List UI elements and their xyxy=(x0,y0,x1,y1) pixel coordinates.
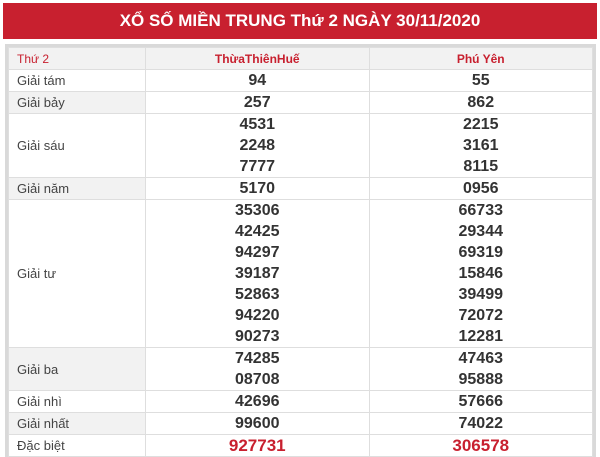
prize-numbers: 94 xyxy=(145,69,370,92)
prize-numbers: 99600 xyxy=(145,412,370,435)
prize-label: Giải năm xyxy=(8,177,146,200)
prize-number: 94220 xyxy=(235,307,280,324)
prize-numbers: 55 xyxy=(368,69,593,92)
prize-number: 8115 xyxy=(463,158,499,175)
table-row: Giải nhất 99600 74022 xyxy=(8,412,593,435)
prize-number: 47463 xyxy=(458,350,504,367)
table-row: Đặc biệt 927731 306578 xyxy=(8,434,593,457)
prize-number: 35306 xyxy=(235,202,280,219)
prize-number: 69319 xyxy=(458,244,504,261)
prize-number: 29344 xyxy=(458,223,504,240)
prize-label: Giải ba xyxy=(8,347,146,391)
prize-number: 99600 xyxy=(235,415,280,432)
prize-numbers: 927731 xyxy=(145,434,370,457)
prize-label: Giải nhất xyxy=(8,412,146,435)
prize-number: 74285 xyxy=(235,350,280,367)
prize-numbers: 74022 xyxy=(368,412,593,435)
prize-number: 0956 xyxy=(462,180,499,197)
prize-label: Đặc biệt xyxy=(8,434,146,457)
prize-label: Giải bảy xyxy=(8,91,146,114)
table-row: Giải ba 74285 08708 47463 95888 xyxy=(8,347,593,391)
prize-numbers: 4531 2248 7777 xyxy=(145,113,370,178)
province-header: Phú Yên xyxy=(368,47,593,70)
prize-numbers: 5170 xyxy=(145,177,370,200)
table-row: Giải tư 35306 42425 94297 39187 52863 94220 902… xyxy=(8,199,593,348)
table-row: Giải sáu 4531 2248 7777 2215 3161 8115 xyxy=(8,113,593,178)
prize-number: 15846 xyxy=(458,265,504,282)
prize-numbers: 306578 xyxy=(368,434,593,457)
prize-number: 7777 xyxy=(239,158,276,175)
prize-number: 52863 xyxy=(235,286,280,303)
prize-numbers: 47463 95888 xyxy=(368,347,593,391)
prize-number: 08708 xyxy=(235,371,280,388)
prize-numbers: 74285 08708 xyxy=(145,347,370,391)
prize-numbers: 257 xyxy=(145,91,370,114)
prize-number: 74022 xyxy=(458,415,504,432)
prize-numbers: 0956 xyxy=(368,177,593,200)
table-row: Giải nhì 42696 57666 xyxy=(8,390,593,413)
prize-number: 66733 xyxy=(458,202,504,219)
prize-number: 94297 xyxy=(235,244,280,261)
prize-numbers: 2215 3161 8115 xyxy=(368,113,593,178)
prize-number: 94 xyxy=(248,72,267,89)
prize-number: 2248 xyxy=(239,137,276,154)
prize-number: 72072 xyxy=(458,307,504,324)
day-header: Thứ 2 xyxy=(8,47,146,70)
prize-number: 39499 xyxy=(458,286,504,303)
prize-number: 862 xyxy=(467,94,495,111)
province-header: ThừaThiênHuế xyxy=(145,47,370,70)
prize-number: 3161 xyxy=(462,137,499,154)
prize-number: 42696 xyxy=(235,393,280,410)
prize-number: 90273 xyxy=(235,328,280,345)
prize-number: 57666 xyxy=(458,393,504,410)
prize-number: 2215 xyxy=(462,116,499,133)
page-title: XỔ SỐ MIỀN TRUNG Thứ 2 NGÀY 30/11/2020 xyxy=(3,3,597,39)
prize-label: Giải sáu xyxy=(8,113,146,178)
prize-label: Giải tư xyxy=(8,199,146,348)
results-table: Thứ 2 ThừaThiênHuế Phú Yên Giải tám 94 55 G… xyxy=(5,44,596,457)
table-row: Giải bảy 257 862 xyxy=(8,91,593,114)
prize-number: 4531 xyxy=(239,116,276,133)
prize-numbers: 862 xyxy=(368,91,593,114)
prize-number: 42425 xyxy=(235,223,280,240)
prize-numbers: 42696 xyxy=(145,390,370,413)
prize-number: 39187 xyxy=(235,265,280,282)
prize-number: 5170 xyxy=(239,180,276,197)
prize-numbers: 66733 29344 69319 15846 39499 72072 12281 xyxy=(368,199,593,348)
prize-numbers: 57666 xyxy=(368,390,593,413)
prize-number: 927731 xyxy=(228,436,286,455)
prize-number: 55 xyxy=(471,72,490,89)
prize-number: 95888 xyxy=(458,371,504,388)
prize-number: 12281 xyxy=(458,328,504,345)
table-header: Thứ 2 ThừaThiênHuế Phú Yên xyxy=(8,47,593,70)
prize-number: 306578 xyxy=(452,436,510,455)
table-row: Giải năm 5170 0956 xyxy=(8,177,593,200)
prize-label: Giải tám xyxy=(8,69,146,92)
table-row: Giải tám 94 55 xyxy=(8,69,593,92)
prize-number: 257 xyxy=(243,94,271,111)
prize-label: Giải nhì xyxy=(8,390,146,413)
prize-numbers: 35306 42425 94297 39187 52863 94220 90273 xyxy=(145,199,370,348)
